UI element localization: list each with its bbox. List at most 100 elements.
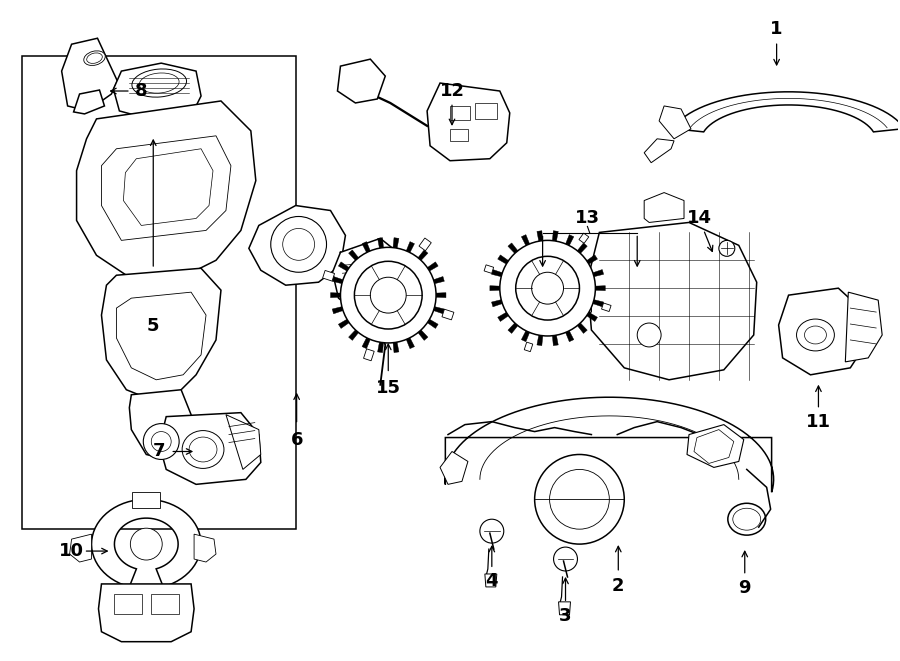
Polygon shape (445, 397, 774, 492)
Polygon shape (428, 262, 438, 271)
Circle shape (355, 261, 422, 329)
Polygon shape (332, 239, 398, 312)
Polygon shape (362, 338, 370, 348)
Polygon shape (434, 276, 445, 284)
Polygon shape (330, 293, 340, 297)
Circle shape (535, 455, 625, 544)
Circle shape (130, 528, 162, 560)
Text: 8: 8 (135, 82, 148, 100)
Polygon shape (559, 602, 571, 615)
Polygon shape (418, 330, 428, 340)
Polygon shape (588, 223, 757, 380)
Text: 2: 2 (612, 577, 625, 595)
Polygon shape (159, 412, 261, 485)
Polygon shape (61, 38, 117, 111)
Polygon shape (521, 235, 529, 246)
Circle shape (532, 272, 563, 304)
Polygon shape (364, 349, 374, 361)
Polygon shape (332, 307, 343, 314)
Polygon shape (226, 414, 261, 469)
Bar (22, 56, 296, 529)
Text: 15: 15 (376, 379, 400, 397)
Circle shape (370, 277, 406, 313)
Polygon shape (76, 101, 256, 280)
Polygon shape (552, 278, 591, 318)
Polygon shape (418, 250, 428, 260)
Polygon shape (442, 309, 454, 320)
Circle shape (340, 247, 436, 343)
Polygon shape (587, 255, 598, 264)
Polygon shape (248, 206, 346, 285)
Text: 4: 4 (486, 572, 498, 590)
Bar (114, 594, 142, 614)
Circle shape (151, 432, 171, 451)
Circle shape (271, 217, 327, 272)
Polygon shape (644, 139, 674, 163)
Polygon shape (508, 243, 518, 253)
Polygon shape (338, 319, 349, 329)
Polygon shape (521, 330, 529, 342)
Polygon shape (428, 319, 438, 329)
Polygon shape (440, 451, 468, 485)
Circle shape (480, 519, 504, 543)
Text: 11: 11 (806, 412, 831, 430)
Ellipse shape (728, 503, 766, 535)
Ellipse shape (182, 430, 224, 469)
Polygon shape (659, 106, 691, 139)
Polygon shape (74, 90, 104, 114)
Polygon shape (434, 307, 445, 314)
Polygon shape (565, 235, 574, 246)
Bar (475, 103, 497, 119)
Polygon shape (565, 330, 574, 342)
Polygon shape (484, 265, 493, 274)
Circle shape (554, 547, 578, 571)
Polygon shape (644, 192, 684, 223)
Polygon shape (130, 390, 191, 459)
Polygon shape (595, 286, 606, 291)
Polygon shape (98, 584, 194, 642)
Circle shape (719, 241, 734, 256)
Polygon shape (393, 238, 399, 248)
Bar (450, 106, 470, 120)
Polygon shape (553, 231, 558, 241)
Polygon shape (378, 238, 383, 248)
Text: 5: 5 (147, 317, 159, 335)
Polygon shape (338, 59, 385, 103)
Polygon shape (393, 342, 399, 352)
Polygon shape (92, 499, 201, 587)
Polygon shape (348, 330, 358, 340)
Ellipse shape (140, 73, 179, 93)
Text: 7: 7 (153, 442, 166, 461)
Polygon shape (498, 312, 508, 321)
Polygon shape (687, 424, 743, 467)
Polygon shape (102, 136, 231, 241)
Polygon shape (322, 270, 335, 281)
Polygon shape (428, 83, 509, 161)
Polygon shape (406, 242, 415, 253)
Polygon shape (778, 288, 865, 375)
Polygon shape (491, 299, 502, 307)
Text: 9: 9 (739, 579, 751, 597)
Text: 1: 1 (770, 20, 783, 38)
Bar (450, 129, 468, 141)
Ellipse shape (733, 508, 760, 530)
Circle shape (637, 323, 662, 347)
Polygon shape (113, 63, 201, 121)
Polygon shape (694, 430, 733, 463)
Ellipse shape (132, 69, 186, 97)
Polygon shape (491, 270, 502, 277)
Polygon shape (537, 231, 543, 241)
Polygon shape (348, 250, 358, 260)
Polygon shape (524, 342, 533, 352)
Ellipse shape (189, 437, 217, 462)
Polygon shape (593, 299, 604, 307)
Circle shape (500, 241, 596, 336)
Text: 14: 14 (687, 210, 711, 227)
Bar (151, 594, 179, 614)
Ellipse shape (86, 53, 103, 63)
Text: 6: 6 (291, 430, 303, 449)
Polygon shape (123, 149, 213, 225)
Polygon shape (485, 574, 497, 587)
Polygon shape (436, 293, 446, 297)
Polygon shape (579, 233, 589, 243)
